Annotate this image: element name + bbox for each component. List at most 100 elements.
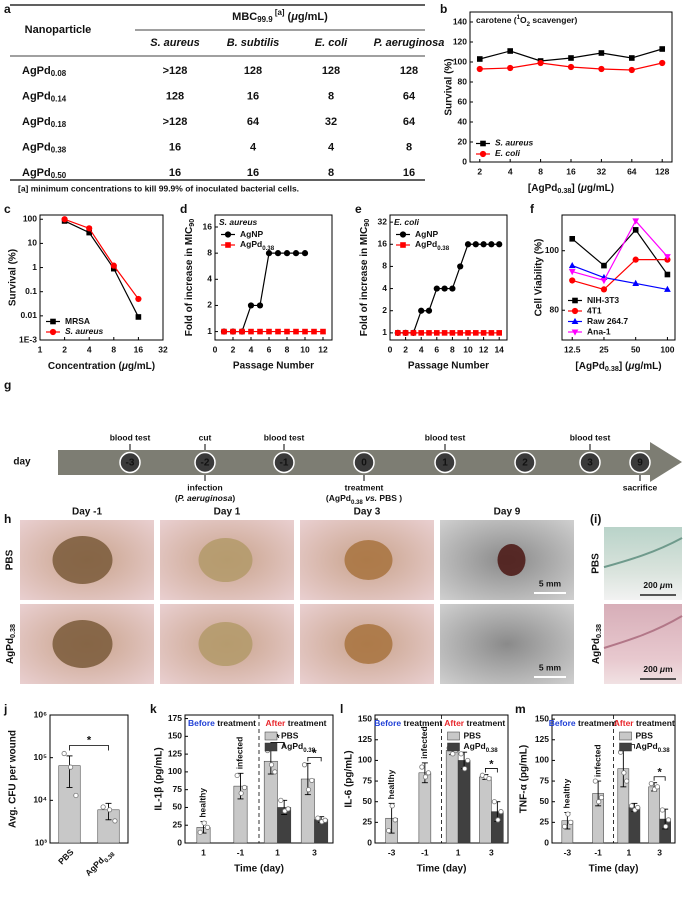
text-run: 0.38	[594, 624, 603, 638]
marker	[488, 330, 495, 336]
text-run: 0.50	[51, 171, 67, 180]
day-node	[273, 451, 295, 474]
tissue-edge	[603, 537, 683, 569]
y-axis-label: Avg. CFU per wound	[8, 730, 19, 828]
text-run: AgPd	[415, 239, 437, 249]
series-line	[572, 219, 668, 282]
x-tick-label: 12.5	[564, 344, 581, 354]
marker	[247, 302, 255, 309]
marker	[598, 65, 605, 73]
plot-frame	[561, 214, 676, 341]
table-cell: 16	[247, 90, 259, 102]
marker	[571, 329, 579, 336]
data-point	[562, 823, 568, 830]
column-label: Day 9	[494, 507, 521, 518]
column-header: P. aeruginosa	[374, 37, 445, 49]
data-point	[204, 824, 211, 830]
day-label: -2	[201, 458, 210, 469]
text-run: scavenger)	[530, 15, 577, 25]
text-run: 0.38	[103, 850, 117, 864]
x-tick-label: 3	[312, 847, 317, 857]
marker	[601, 262, 607, 269]
x-tick-label: 1	[275, 847, 280, 857]
text-run: After	[266, 718, 287, 728]
bar-label: healthy	[198, 788, 208, 818]
y-tick-label: 150	[535, 713, 549, 723]
marker	[479, 150, 487, 158]
text-run: μ	[290, 11, 298, 23]
legend-label: AgPd0.38	[636, 741, 671, 753]
table-cell: >128	[163, 116, 188, 128]
text-run: After	[614, 718, 635, 728]
marker	[301, 250, 309, 257]
text-run: 200	[643, 580, 660, 590]
marker	[632, 256, 639, 263]
text-run: μ	[580, 183, 587, 194]
legend-label: AgPd0.38	[281, 741, 316, 753]
legend-label: AgNP	[415, 229, 438, 239]
data-point	[197, 829, 203, 835]
data-point	[598, 794, 605, 801]
x-axis-label: Passage Number	[233, 361, 314, 372]
table-cell: 16	[169, 167, 181, 179]
y-tick-label: 1E-3	[19, 334, 37, 344]
y-tick-label: 4	[382, 283, 387, 293]
text-run: P. aeruginosa	[178, 493, 233, 503]
x-tick-label: -1	[594, 847, 602, 857]
x-tick-label: 4	[87, 344, 92, 354]
text-run: O	[520, 15, 527, 25]
marker	[266, 328, 272, 335]
text-run: g/mL)	[634, 361, 661, 372]
text-run: Before	[374, 718, 401, 728]
x-tick-label: 8	[538, 166, 543, 176]
y-tick-label: 0	[544, 837, 549, 847]
y-tick-label: 8	[207, 247, 212, 257]
data-point	[234, 772, 240, 779]
scale-bar-label: 5 mm	[539, 578, 562, 588]
text-run: treatment	[634, 718, 675, 728]
x-tick-label: 50	[631, 344, 641, 354]
y-tick-label: 100	[545, 245, 559, 255]
day-label: 3	[587, 458, 593, 469]
text-run: AgPd	[281, 741, 303, 751]
x-tick-label: -3	[564, 847, 572, 857]
marker	[449, 285, 456, 292]
data-point	[565, 811, 571, 817]
x-axis-label: [AgPd0.38] (μg/mL)	[575, 361, 661, 373]
text-run: Before	[549, 718, 576, 728]
legend-label: AgPd0.38	[240, 239, 275, 251]
legend-swatch	[619, 731, 632, 741]
y-tick-label: 40	[458, 116, 468, 126]
signif-bracket	[653, 776, 666, 781]
marker	[433, 285, 440, 292]
x-tick-label: 32	[158, 344, 168, 354]
signif-bracket	[307, 756, 322, 762]
y-axis-label: Survival (%)	[8, 249, 19, 306]
marker	[441, 285, 448, 292]
bar	[628, 807, 641, 844]
table-cell: 8	[328, 90, 334, 102]
text-run: 0.38	[303, 747, 315, 754]
y-tick-label: 50	[363, 796, 373, 806]
day-label: 2	[522, 458, 528, 469]
series-line	[571, 228, 668, 275]
y-tick-label: 2	[382, 305, 387, 315]
wound	[52, 620, 113, 668]
data-point	[73, 792, 79, 799]
text-run: 0.38	[557, 186, 571, 195]
marker	[135, 295, 142, 303]
day-label: 0	[361, 458, 367, 469]
column-header: MBC99.9 [a] (μg/mL)	[232, 8, 328, 24]
legend-label: MRSA	[65, 316, 90, 326]
x-tick-label: 2	[231, 344, 236, 354]
x-tick-label: 1	[201, 847, 206, 857]
y-tick-label: 75	[173, 784, 183, 794]
text-run: 0.14	[51, 95, 67, 104]
marker	[395, 330, 401, 336]
data-point	[268, 762, 275, 768]
table-cell: 16	[169, 141, 181, 153]
legend-label: PBS	[281, 730, 299, 740]
data-point	[568, 819, 574, 825]
wound-photo	[440, 604, 574, 684]
text-run: g/mL)	[128, 361, 155, 372]
